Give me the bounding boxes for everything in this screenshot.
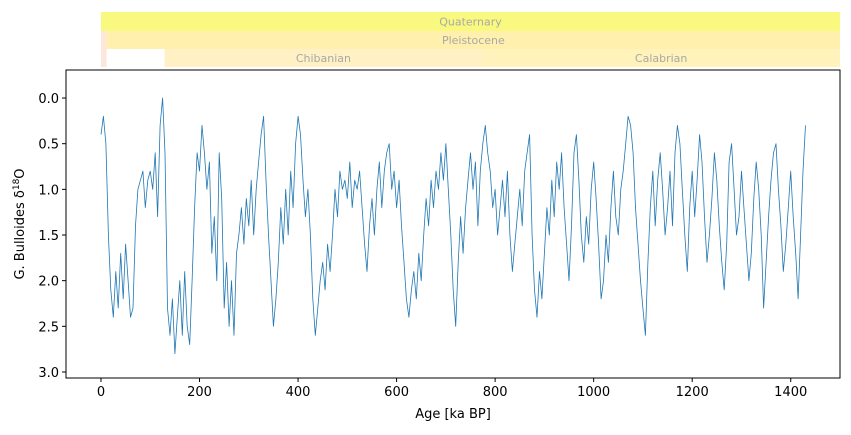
x-tick-label: 1000 [577,385,610,400]
y-tick-label: 1.0 [38,183,59,198]
x-tick-label: 1200 [676,385,709,400]
x-axis: 0 200 400 600 800 1000 1200 1400 [97,378,807,400]
y-tick-label: 1.5 [38,229,59,244]
plot-area [65,69,841,379]
timescale-band-age [100,49,107,67]
timescale-band-epoch [106,31,840,49]
y-axis-label: G. Bulloides δ18O [12,168,28,279]
x-tick-label: 1400 [774,385,807,400]
y-tick-label: 0.0 [38,92,59,107]
x-tick-label: 0 [97,385,105,400]
x-tick-label: 800 [483,385,508,400]
timescale-band-epoch [100,31,107,49]
timescale-label: Pleistocene [442,34,505,47]
y-tick-label: 2.0 [38,275,59,290]
x-axis-label: Age [ka BP] [415,407,491,422]
timescale-band-age [482,49,840,67]
y-tick-label: 2.5 [38,320,59,335]
timescale-band-period [100,12,840,31]
timescale-label: Quaternary [439,16,502,29]
x-tick-label: 600 [384,385,409,400]
timescale-band-age [106,49,165,67]
y-tick-label: 0.5 [38,138,59,153]
x-tick-label: 400 [286,385,311,400]
y-tick-label: 3.0 [38,366,59,381]
timescale-band-age [164,49,483,67]
timescale-label: Chibanian [296,52,351,65]
geologic-timescale: Quaternary Pleistocene Chibanian Calabrian [100,12,840,67]
axes-frame [65,69,841,379]
y-axis: 0.0 0.5 1.0 1.5 2.0 2.5 3.0 [38,92,66,381]
timescale-label: Calabrian [635,52,688,65]
series-line [100,97,806,355]
x-tick-label: 200 [187,385,212,400]
